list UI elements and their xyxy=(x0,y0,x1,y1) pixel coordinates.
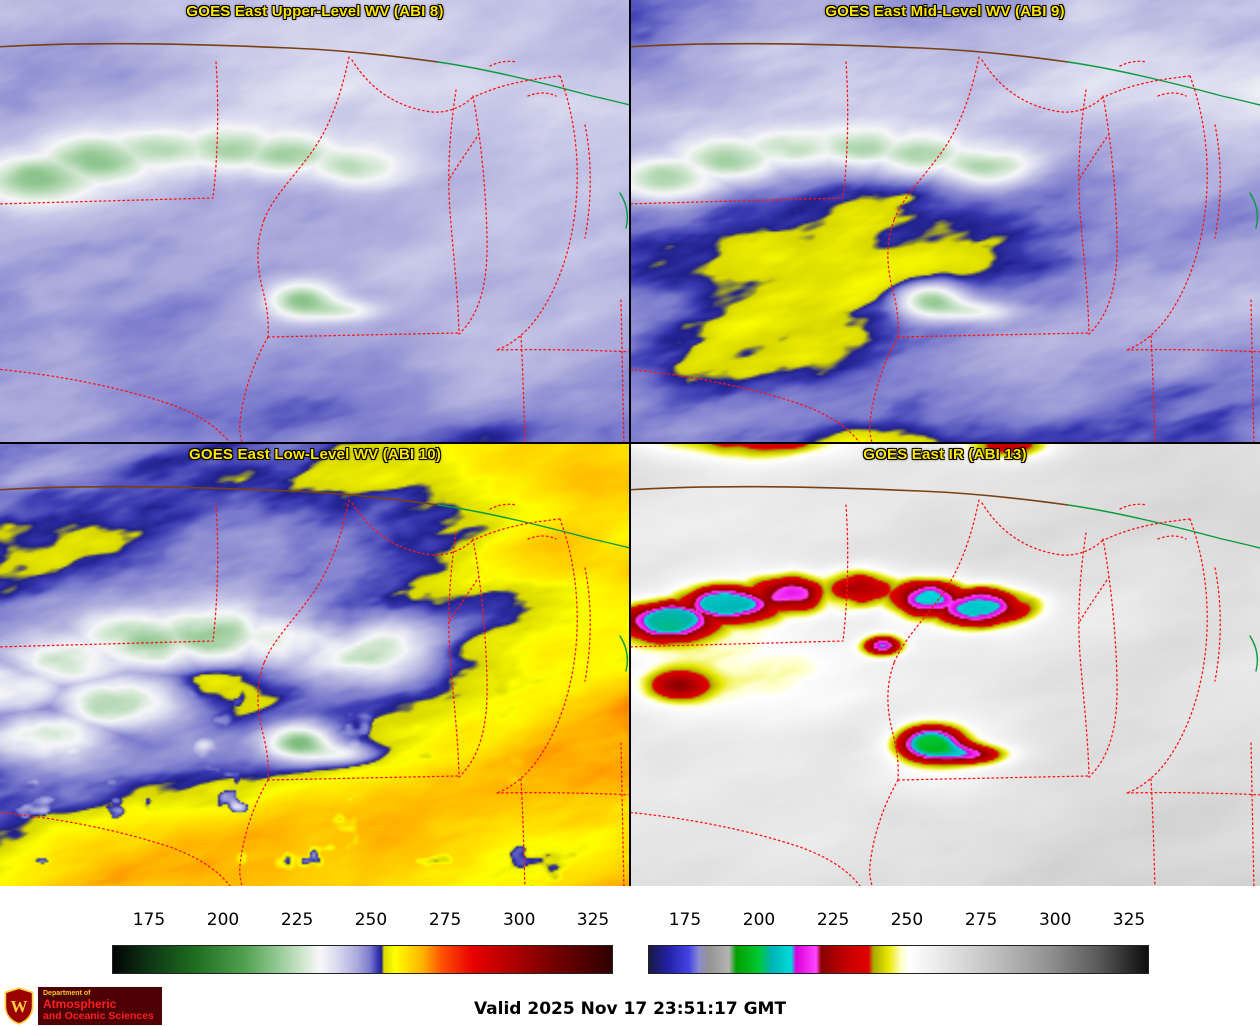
satellite-image-abi8 xyxy=(0,0,630,443)
quadrant-abi13: GOES East IR (ABI 13) xyxy=(630,443,1260,886)
panel-title-abi13: GOES East IR (ABI 13) xyxy=(863,446,1027,463)
colorbar-tick: 250 xyxy=(890,910,924,930)
colorbar-wv-group: 175 200 225 250 275 300 325 xyxy=(112,886,613,986)
colorbar-tick: 175 xyxy=(132,910,166,930)
panel-title-abi10: GOES East Low-Level WV (ABI 10) xyxy=(188,446,442,463)
colorbar-tick: 325 xyxy=(576,910,610,930)
colorbar-ir-ticks: 175 200 225 250 275 300 325 xyxy=(648,910,1147,934)
colorbar-tick: 275 xyxy=(964,910,998,930)
colorbar-tick: 300 xyxy=(1038,910,1072,930)
colorbar-tick: 250 xyxy=(354,910,388,930)
valid-timestamp: Valid 2025 Nov 17 23:51:17 GMT xyxy=(473,999,787,1019)
colorbar-tick: 275 xyxy=(428,910,462,930)
logo-line-1: Department of xyxy=(43,990,91,998)
panel-title-abi8: GOES East Upper-Level WV (ABI 8) xyxy=(186,3,444,20)
logo-line-3: and Oceanic Sciences xyxy=(43,1009,154,1022)
colorbar-tick: 200 xyxy=(206,910,240,930)
panel-title-abi9: GOES East Mid-Level WV (ABI 9) xyxy=(825,3,1065,20)
colorbar-tick: 300 xyxy=(502,910,536,930)
quadrant-abi10: GOES East Low-Level WV (ABI 10) xyxy=(0,443,630,886)
crest-letter: W xyxy=(10,997,27,1016)
satellite-panels: GOES East Upper-Level WV (ABI 8) GOES Ea… xyxy=(0,0,1260,886)
colorbar-tick: 225 xyxy=(280,910,314,930)
satellite-image-abi13 xyxy=(630,443,1260,886)
colorbar-ir-group: 175 200 225 250 275 300 325 xyxy=(648,886,1149,986)
footer: 175 200 225 250 275 300 325 175 200 225 … xyxy=(0,886,1260,1027)
panel-divider-horizontal xyxy=(0,442,1260,444)
quadrant-abi8: GOES East Upper-Level WV (ABI 8) xyxy=(0,0,630,443)
uw-crest-icon: W xyxy=(4,987,34,1025)
colorbar-tick: 200 xyxy=(742,910,776,930)
colorbar-wv-ticks: 175 200 225 250 275 300 325 xyxy=(112,910,611,934)
colorbar-ir xyxy=(648,945,1149,974)
logo-text-box: Department of Atmospheric and Oceanic Sc… xyxy=(38,987,162,1025)
satellite-image-abi9 xyxy=(630,0,1260,443)
quadrant-abi9: GOES East Mid-Level WV (ABI 9) xyxy=(630,0,1260,443)
satellite-image-abi10 xyxy=(0,443,630,886)
uw-aos-logo[interactable]: W Department of Atmospheric and Oceanic … xyxy=(2,987,162,1025)
colorbar-tick: 325 xyxy=(1112,910,1146,930)
colorbar-tick: 225 xyxy=(816,910,850,930)
colorbar-tick: 175 xyxy=(668,910,702,930)
logo-line-2: Atmospheric xyxy=(43,996,117,1011)
colorbar-wv xyxy=(112,945,613,974)
